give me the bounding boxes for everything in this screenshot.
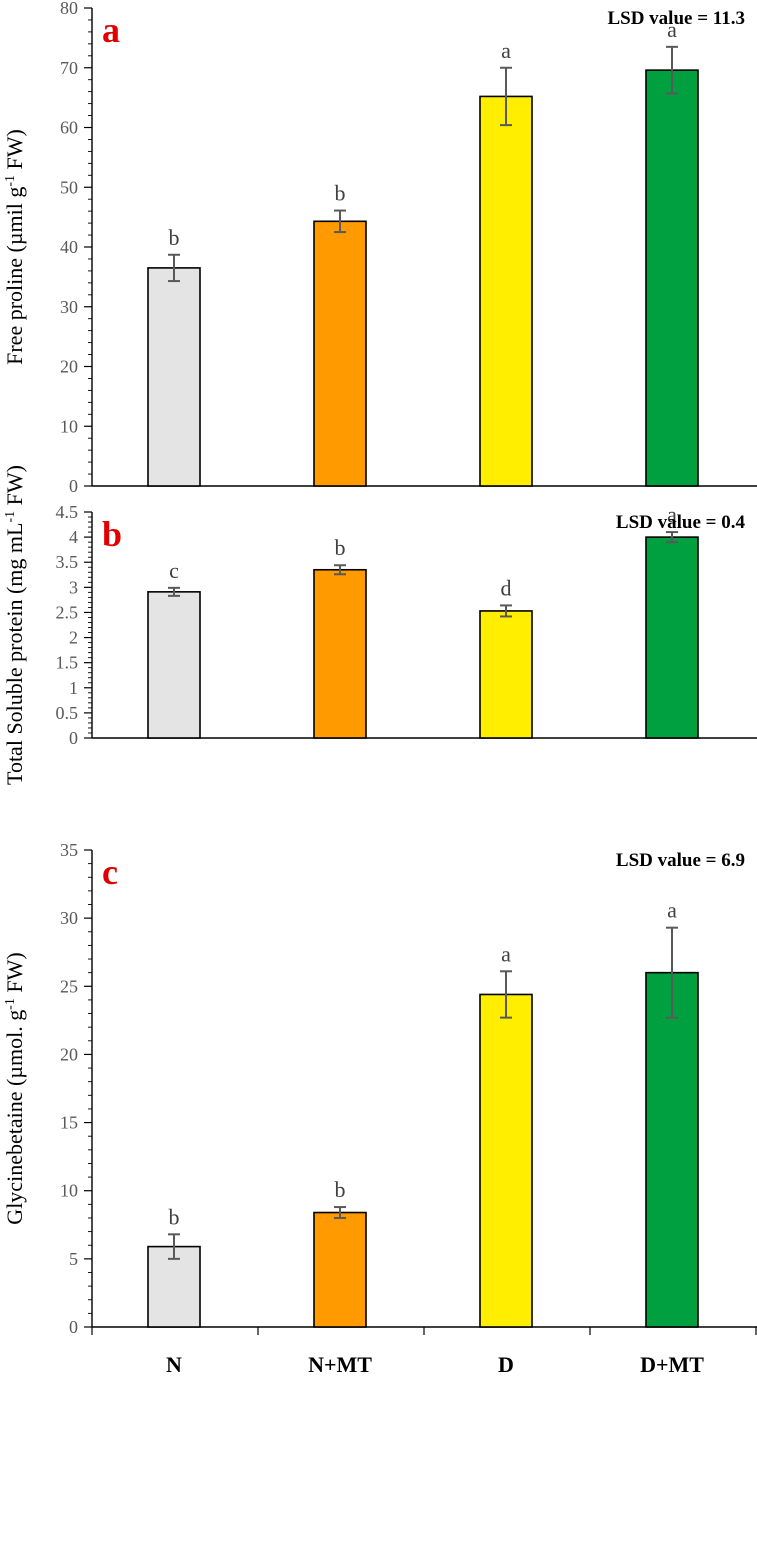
y-axis-label: Total Soluble protein (mg mL-1 FW)	[2, 465, 27, 785]
significance-letter: b	[335, 181, 346, 206]
y-tick-label: 35	[60, 840, 78, 860]
panel-letter: c	[102, 852, 118, 892]
y-tick-label: 1	[69, 678, 78, 698]
y-tick-label: 4.5	[56, 502, 79, 522]
y-axis-label-superscript: -1	[3, 175, 18, 187]
y-tick-label: 80	[60, 0, 78, 18]
y-tick-label: 25	[60, 976, 78, 996]
bar-D+MT	[645, 971, 699, 1328]
y-axis-label-text: FW)	[2, 952, 27, 998]
y-axis-label-text: Glycinebetaine (µmol. g	[2, 1010, 27, 1225]
significance-letter: a	[667, 502, 677, 527]
significance-letter: b	[335, 1177, 346, 1202]
lsd-annotation: LSD value = 6.9	[616, 850, 745, 871]
bar-D	[479, 993, 533, 1328]
bar-D	[479, 95, 533, 487]
panel-c: 0 5 10 15 20 25 30 35 b b a a c LSD value = 6.9 Glycin…	[2, 840, 757, 1377]
x-category-label: D	[498, 1352, 514, 1377]
bar-N+MT	[313, 220, 367, 487]
y-axis-label-text: FW)	[2, 129, 27, 175]
y-axis-label: Glycinebetaine (µmol. g-1 FW)	[2, 952, 27, 1224]
y-tick-label: 5	[69, 1249, 78, 1269]
x-category-label: N	[166, 1352, 182, 1377]
y-tick-label: 70	[60, 58, 78, 78]
y-tick-label: 4	[69, 527, 78, 547]
y-tick-label: 0	[69, 1317, 78, 1337]
y-axis-label: Free proline (µmil g-1 FW)	[2, 129, 27, 365]
y-tick-label: 0.5	[56, 703, 79, 723]
significance-letter: b	[169, 225, 180, 250]
significance-letter: c	[169, 558, 179, 583]
y-tick-label: 50	[60, 177, 78, 197]
y-tick-label: 60	[60, 118, 78, 138]
y-axis-label-superscript: -1	[3, 511, 18, 523]
bar-D+MT	[645, 536, 699, 739]
lsd-annotation: LSD value = 11.3	[607, 8, 745, 29]
significance-letter: a	[501, 941, 511, 966]
y-axis-label-text: Free proline (µmil g	[2, 187, 27, 365]
y-tick-label: 2.5	[56, 602, 79, 622]
y-tick-label: 15	[60, 1113, 78, 1133]
y-tick-label: 20	[60, 357, 78, 377]
y-tick-label: 40	[60, 237, 78, 257]
bar-D	[479, 610, 533, 739]
bar-N	[147, 267, 201, 487]
significance-letter: a	[667, 898, 677, 923]
significance-letter: a	[667, 17, 677, 42]
panel-b: 0 0.5 1 1.5 2 2.5 3 3.5 4 4.5 c b d a b LSD value = 0.4…	[2, 465, 757, 785]
y-tick-label: 10	[60, 1181, 78, 1201]
y-tick-label: 30	[60, 297, 78, 317]
significance-letter: b	[335, 535, 346, 560]
y-tick-label: 30	[60, 908, 78, 928]
panel-letter: a	[102, 10, 120, 50]
y-axis-label-superscript: -1	[3, 998, 18, 1010]
y-tick-label: 0	[69, 728, 78, 748]
y-tick-label: 2	[69, 628, 78, 648]
significance-letter: b	[169, 1204, 180, 1229]
significance-letter: d	[501, 575, 512, 600]
y-tick-label: 10	[60, 416, 78, 436]
bar-N	[147, 591, 201, 739]
x-category-label: D+MT	[640, 1352, 704, 1377]
y-tick-label: 0	[69, 476, 78, 496]
bar-D+MT	[645, 69, 699, 487]
lsd-annotation: LSD value = 0.4	[616, 512, 746, 533]
y-axis-label-text: FW)	[2, 465, 27, 511]
y-tick-label: 3	[69, 577, 78, 597]
significance-letter: a	[501, 38, 511, 63]
y-tick-label: 20	[60, 1044, 78, 1064]
bar-N+MT	[313, 1211, 367, 1328]
panel-letter: b	[102, 514, 122, 554]
x-category-label: N+MT	[308, 1352, 372, 1377]
y-axis-label-text: Total Soluble protein (mg mL	[2, 523, 27, 785]
y-tick-label: 1.5	[56, 653, 79, 673]
y-tick-label: 3.5	[56, 552, 79, 572]
bar-N+MT	[313, 568, 367, 739]
